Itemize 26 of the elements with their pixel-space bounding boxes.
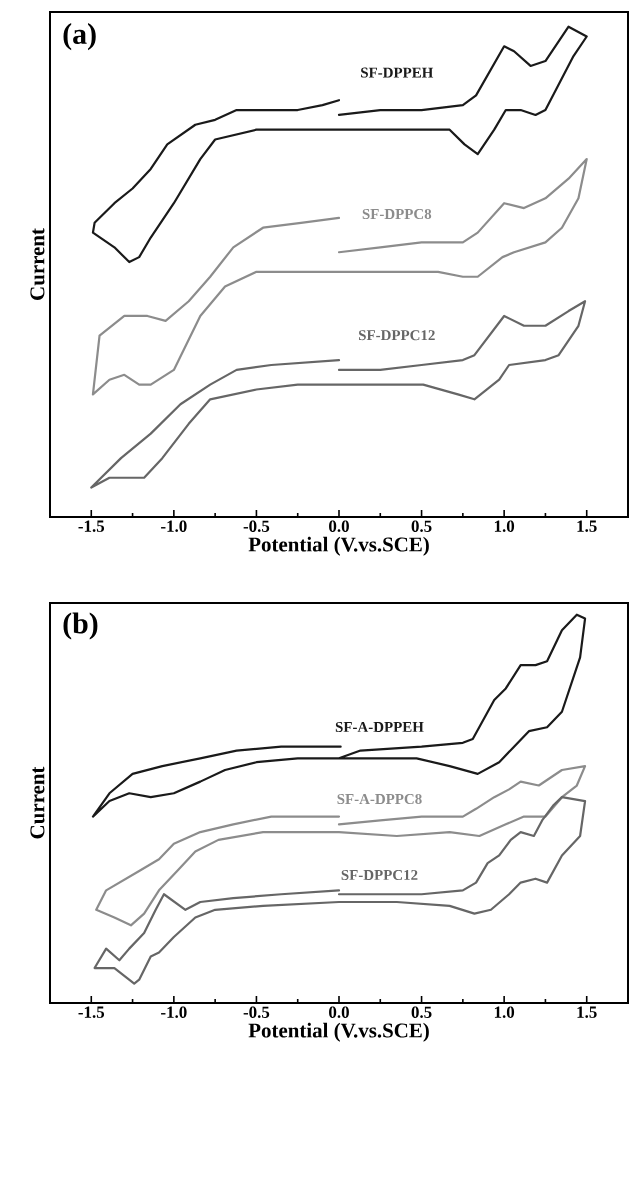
x-tick-label: 1.0 bbox=[494, 1006, 515, 1019]
series-label: SF-DPPC12 bbox=[359, 330, 435, 341]
series-label: SF-A-DPPC8 bbox=[337, 793, 422, 805]
x-tick-label: -1.0 bbox=[161, 1006, 187, 1019]
x-tick-label: -0.5 bbox=[243, 1006, 270, 1019]
x-axis-title: Potential (V.vs.SCE) bbox=[248, 536, 429, 556]
x-tick-label: 1.0 bbox=[494, 520, 515, 533]
series-label: SF-A-DPPEH bbox=[335, 721, 424, 732]
x-axis-title: Potential (V.vs.SCE) bbox=[248, 1022, 429, 1042]
series-label: SF-DPPC8 bbox=[362, 208, 432, 220]
x-tick-label: 1.5 bbox=[577, 520, 597, 532]
x-tick-label: 0.5 bbox=[411, 1006, 432, 1019]
y-axis-title: Current bbox=[30, 766, 45, 839]
x-tick-label: 0.0 bbox=[329, 520, 349, 533]
chart-title: (a) bbox=[63, 23, 96, 51]
x-tick-label: -1.5 bbox=[78, 1006, 105, 1018]
x-tick-label: 0.5 bbox=[411, 520, 432, 533]
chart-title: (b) bbox=[63, 612, 98, 640]
x-tick-label: 1.5 bbox=[577, 1006, 597, 1018]
series-label: SF-DPPC12 bbox=[341, 869, 418, 880]
x-tick-label: -1.0 bbox=[161, 520, 187, 533]
x-tick-label: 0.0 bbox=[329, 1006, 349, 1019]
y-axis-title: Current bbox=[30, 228, 45, 300]
x-tick-label: -0.5 bbox=[243, 520, 270, 533]
x-tick-label: -1.5 bbox=[78, 520, 105, 532]
text: SF-DPPEH bbox=[361, 67, 434, 78]
